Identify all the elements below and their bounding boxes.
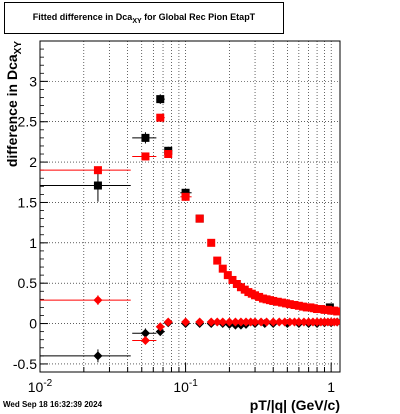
x-tick-label: 10-1 xyxy=(173,378,198,395)
data-point-square xyxy=(93,181,102,190)
data-point-square xyxy=(232,280,241,289)
y-tick-label: 1.5 xyxy=(18,194,38,210)
datestamp: Wed Sep 18 16:32:39 2024 xyxy=(3,400,103,409)
y-tick-label: 3 xyxy=(29,73,37,89)
data-point-diamond xyxy=(268,317,278,327)
data-point-diamond xyxy=(299,317,309,327)
data-point-square xyxy=(164,150,173,159)
data-point-diamond xyxy=(181,317,191,327)
data-point-diamond xyxy=(93,351,103,361)
y-tick-label: -0.5 xyxy=(13,356,37,372)
chart-title-box: Fitted difference in DcaXY for Global Re… xyxy=(4,2,284,34)
x-tick-label: 10-2 xyxy=(28,378,53,395)
data-point-diamond xyxy=(250,317,260,327)
data-point-diamond xyxy=(256,317,266,327)
data-point-diamond xyxy=(262,317,272,327)
data-point-square xyxy=(269,296,278,305)
data-point-square xyxy=(141,133,150,142)
y-tick-label: 1 xyxy=(29,235,37,251)
data-point-diamond xyxy=(285,317,295,327)
y-tick-label: 2 xyxy=(29,154,37,170)
y-tick-label: 0 xyxy=(29,316,37,332)
data-point-diamond xyxy=(155,327,165,337)
data-point-diamond xyxy=(212,317,222,327)
data-point-diamond xyxy=(274,317,284,327)
chart-title: Fitted difference in DcaXY for Global Re… xyxy=(33,12,255,25)
data-point-diamond xyxy=(236,317,246,327)
data-point-square xyxy=(285,300,294,309)
data-point-square xyxy=(218,264,227,273)
plot-frame xyxy=(39,40,341,373)
data-point-square xyxy=(223,271,232,280)
data-point-diamond xyxy=(140,328,150,338)
data-point-diamond xyxy=(206,317,216,327)
data-point-square xyxy=(141,152,150,161)
data-point-square xyxy=(181,188,190,197)
x-tick-label: 1 xyxy=(327,379,335,395)
data-point-square xyxy=(181,192,190,201)
data-point-diamond xyxy=(218,317,228,327)
data-point-square xyxy=(290,300,299,309)
chart-title-subscript: XY xyxy=(132,17,142,25)
data-point-square xyxy=(294,301,303,310)
data-point-square xyxy=(207,238,216,247)
data-point-diamond xyxy=(163,317,173,327)
data-point-square xyxy=(273,297,282,306)
data-point-diamond xyxy=(294,317,304,327)
data-point-diamond xyxy=(195,317,205,327)
data-point-diamond xyxy=(155,322,165,332)
x-axis-label: pT/|q| (GeV/c) xyxy=(250,397,340,413)
data-point-square xyxy=(156,113,165,122)
data-point-square xyxy=(333,307,340,316)
data-point-diamond xyxy=(230,317,240,327)
data-point-diamond xyxy=(93,295,103,305)
chart-title-suffix: for Global Rec Pion EtapT xyxy=(141,11,256,22)
data-point-diamond xyxy=(241,317,251,327)
data-point-diamond xyxy=(280,317,290,327)
data-point-diamond xyxy=(224,317,234,327)
data-point-square xyxy=(213,256,222,265)
data-layer xyxy=(40,94,340,363)
y-tick-label: 0.5 xyxy=(18,275,38,291)
data-point-square xyxy=(228,275,237,284)
data-point-diamond xyxy=(140,336,150,346)
data-point-diamond xyxy=(332,317,340,327)
data-point-square xyxy=(251,291,260,300)
y-tick-label: 2.5 xyxy=(18,114,38,130)
y-axis-label: difference in DcaXY xyxy=(4,41,24,167)
data-point-square xyxy=(195,214,204,223)
data-point-square xyxy=(156,95,165,104)
data-point-square xyxy=(93,166,102,175)
chart-title-prefix: Fitted difference in Dca xyxy=(32,11,133,22)
